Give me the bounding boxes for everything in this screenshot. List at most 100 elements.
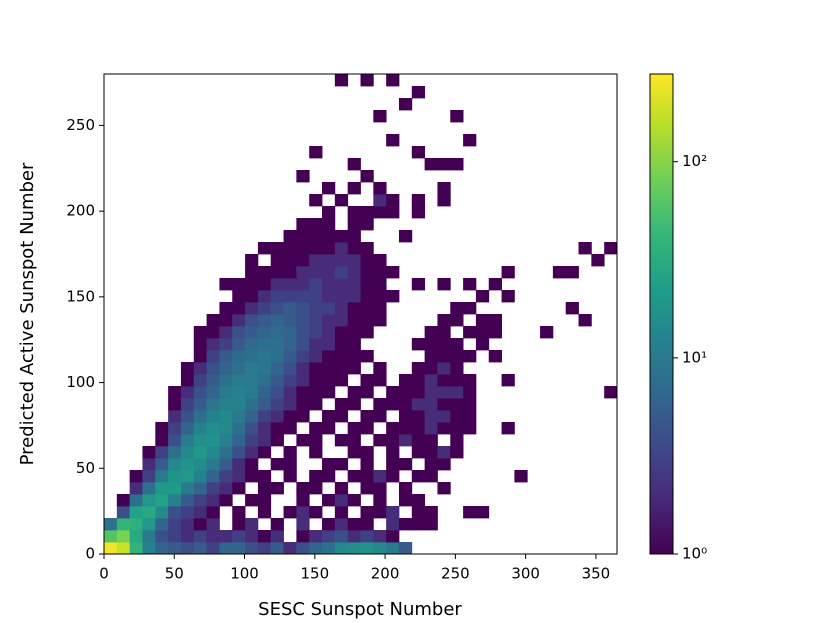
cell <box>168 458 182 471</box>
cell <box>322 230 336 243</box>
cell <box>257 470 272 483</box>
cell <box>168 506 182 519</box>
cell <box>180 362 195 375</box>
cell <box>424 350 438 363</box>
cell <box>411 434 426 447</box>
cell <box>270 278 284 291</box>
cell <box>322 218 336 231</box>
cell <box>283 386 297 399</box>
cell <box>219 350 233 363</box>
cell <box>232 374 246 387</box>
cell <box>373 374 387 387</box>
cell <box>232 410 246 423</box>
cell <box>193 422 207 435</box>
cell <box>245 446 259 459</box>
cell <box>450 362 464 375</box>
cell <box>322 242 336 255</box>
cell <box>334 434 349 447</box>
cell <box>411 374 426 387</box>
cell <box>309 266 323 279</box>
cell <box>360 506 374 519</box>
cell <box>283 254 297 267</box>
cell <box>309 194 323 207</box>
cell <box>322 542 336 555</box>
cell <box>386 518 400 531</box>
cell <box>360 518 374 531</box>
cell <box>386 458 400 471</box>
cell <box>386 506 400 519</box>
cell <box>334 458 349 471</box>
cell <box>283 242 297 255</box>
cell <box>322 518 336 531</box>
cell <box>309 218 323 231</box>
x-axis-label: SESC Sunspot Number <box>258 599 462 620</box>
cell <box>232 278 246 291</box>
cell <box>360 470 374 483</box>
cell <box>322 290 336 303</box>
cell <box>437 410 451 423</box>
cell <box>424 386 438 399</box>
cell <box>116 542 131 555</box>
cell <box>129 494 143 507</box>
cell <box>373 302 387 315</box>
cell <box>386 434 400 447</box>
cell <box>193 350 207 363</box>
cell <box>411 278 426 291</box>
cell <box>206 542 220 555</box>
cell <box>347 434 361 447</box>
cell <box>219 422 233 435</box>
cell <box>180 542 195 555</box>
cell <box>604 242 618 255</box>
cell <box>450 110 464 123</box>
cell <box>180 482 195 495</box>
cell <box>296 410 310 423</box>
y-tick-label: 50 <box>76 459 95 477</box>
cell <box>245 338 259 351</box>
cell <box>270 422 284 435</box>
cell <box>142 518 156 531</box>
cell <box>116 494 131 507</box>
cell <box>360 422 374 435</box>
cell <box>219 314 233 327</box>
cell <box>116 506 131 519</box>
cell <box>360 302 374 315</box>
cell <box>257 278 272 291</box>
cell <box>116 530 131 543</box>
cell <box>411 494 426 507</box>
cell <box>463 278 477 291</box>
cell <box>501 290 515 303</box>
cell <box>450 386 464 399</box>
cell <box>168 398 182 411</box>
cell <box>270 386 284 399</box>
cell <box>360 374 374 387</box>
x-tick-label: 300 <box>511 565 540 583</box>
cell <box>309 254 323 267</box>
cell <box>334 230 349 243</box>
cell <box>283 362 297 375</box>
cell <box>398 542 413 555</box>
cell <box>245 350 259 363</box>
cell <box>347 338 361 351</box>
cell <box>245 542 259 555</box>
cell <box>296 518 310 531</box>
cell <box>501 374 515 387</box>
cell <box>463 398 477 411</box>
cell <box>334 482 349 495</box>
cell <box>296 230 310 243</box>
cell <box>565 302 579 315</box>
cell <box>386 398 400 411</box>
cell <box>206 422 220 435</box>
cell <box>155 506 169 519</box>
cell <box>475 290 490 303</box>
cell <box>296 542 310 555</box>
cell <box>129 482 143 495</box>
cell <box>360 386 374 399</box>
cell <box>232 326 246 339</box>
cell <box>309 326 323 339</box>
cell <box>386 470 400 483</box>
cell <box>360 206 374 219</box>
cell <box>219 494 233 507</box>
cell <box>347 494 361 507</box>
cell <box>309 506 323 519</box>
cell <box>373 398 387 411</box>
